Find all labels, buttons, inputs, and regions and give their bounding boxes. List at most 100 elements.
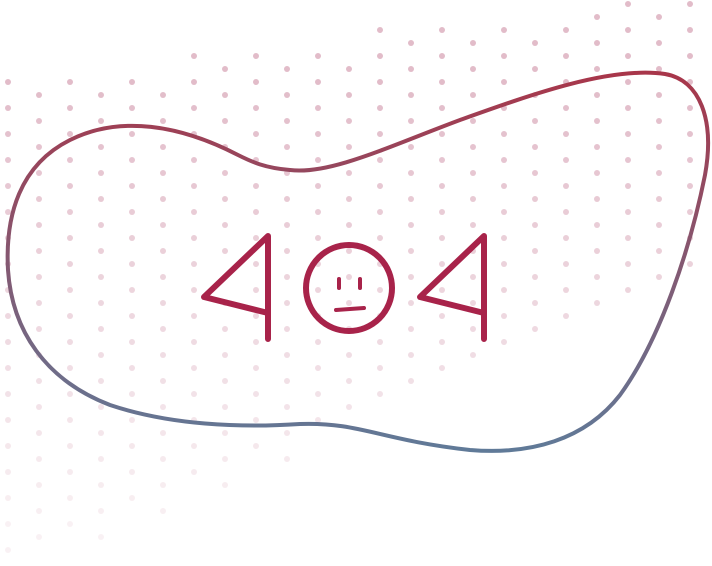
- background-dot: [5, 105, 11, 111]
- background-dot: [346, 378, 352, 384]
- background-dot: [36, 222, 42, 228]
- background-dot: [377, 53, 383, 59]
- background-dot: [98, 352, 104, 358]
- background-dot: [532, 118, 538, 124]
- background-dot: [98, 508, 104, 514]
- background-dot: [439, 157, 445, 163]
- background-dot: [563, 235, 569, 241]
- background-dot: [625, 157, 631, 163]
- background-dot: [408, 248, 414, 254]
- background-dot: [5, 131, 11, 137]
- blob-outline: [5, 70, 710, 453]
- background-dot: [98, 482, 104, 488]
- background-dot: [408, 144, 414, 150]
- background-dot: [532, 274, 538, 280]
- background-dot: [377, 183, 383, 189]
- background-dot: [315, 53, 321, 59]
- background-dot: [377, 79, 383, 85]
- background-dot: [501, 287, 507, 293]
- background-dot: [439, 365, 445, 371]
- background-dot: [470, 274, 476, 280]
- background-dot: [656, 66, 662, 72]
- background-dot: [98, 430, 104, 436]
- background-dot: [191, 313, 197, 319]
- background-dot: [222, 196, 228, 202]
- background-dot: [160, 144, 166, 150]
- background-dot: [191, 157, 197, 163]
- background-dot: [532, 196, 538, 202]
- background-dot: [439, 209, 445, 215]
- background-dot: [594, 248, 600, 254]
- background-dot: [439, 183, 445, 189]
- background-dot: [346, 352, 352, 358]
- background-dot: [315, 365, 321, 371]
- background-dot: [5, 209, 11, 215]
- background-dot: [470, 326, 476, 332]
- background-dot: [253, 131, 259, 137]
- background-dot: [625, 235, 631, 241]
- background-dot: [67, 79, 73, 85]
- background-dot: [563, 209, 569, 215]
- background-dot: [160, 508, 166, 514]
- background-dot: [67, 365, 73, 371]
- background-dot: [98, 222, 104, 228]
- background-dot: [377, 131, 383, 137]
- background-dot: [594, 144, 600, 150]
- background-dot: [160, 482, 166, 488]
- background-dot: [253, 183, 259, 189]
- background-dot: [191, 235, 197, 241]
- background-dot: [253, 391, 259, 397]
- background-dot: [36, 300, 42, 306]
- background-dot: [129, 105, 135, 111]
- background-dot: [656, 144, 662, 150]
- background-dot: [160, 326, 166, 332]
- background-dot: [346, 404, 352, 410]
- background-dot: [563, 157, 569, 163]
- background-dot: [253, 53, 259, 59]
- background-dot: [129, 209, 135, 215]
- background-dot: [67, 313, 73, 319]
- background-dot: [191, 105, 197, 111]
- background-dot: [377, 391, 383, 397]
- background-dot: [625, 183, 631, 189]
- background-dot: [470, 352, 476, 358]
- background-dot: [687, 131, 693, 137]
- background-dot: [253, 235, 259, 241]
- background-dot: [129, 287, 135, 293]
- background-dot: [315, 131, 321, 137]
- background-dot: [408, 300, 414, 306]
- background-dot: [67, 131, 73, 137]
- background-dot: [594, 40, 600, 46]
- background-dot: [5, 417, 11, 423]
- background-dot: [129, 469, 135, 475]
- background-dot: [36, 508, 42, 514]
- background-dot: [160, 92, 166, 98]
- background-dot: [160, 300, 166, 306]
- background-dot: [594, 118, 600, 124]
- background-dot: [563, 27, 569, 33]
- background-dot: [594, 300, 600, 306]
- background-dot: [563, 105, 569, 111]
- background-dot: [222, 352, 228, 358]
- background-dot: [67, 287, 73, 293]
- background-dot: [5, 443, 11, 449]
- background-dot: [656, 222, 662, 228]
- background-dot: [625, 53, 631, 59]
- background-dot: [160, 248, 166, 254]
- background-dot: [67, 417, 73, 423]
- background-dot: [98, 196, 104, 202]
- background-dot: [36, 170, 42, 176]
- background-dot: [470, 300, 476, 306]
- background-dot: [284, 274, 290, 280]
- background-dot: [439, 53, 445, 59]
- background-dot: [253, 313, 259, 319]
- background-dot: [346, 274, 352, 280]
- background-dot: [439, 287, 445, 293]
- background-dot: [439, 27, 445, 33]
- background-dot: [687, 157, 693, 163]
- background-dot: [222, 326, 228, 332]
- background-dot: [98, 170, 104, 176]
- background-dot: [5, 313, 11, 319]
- background-dot: [315, 339, 321, 345]
- background-dot: [253, 261, 259, 267]
